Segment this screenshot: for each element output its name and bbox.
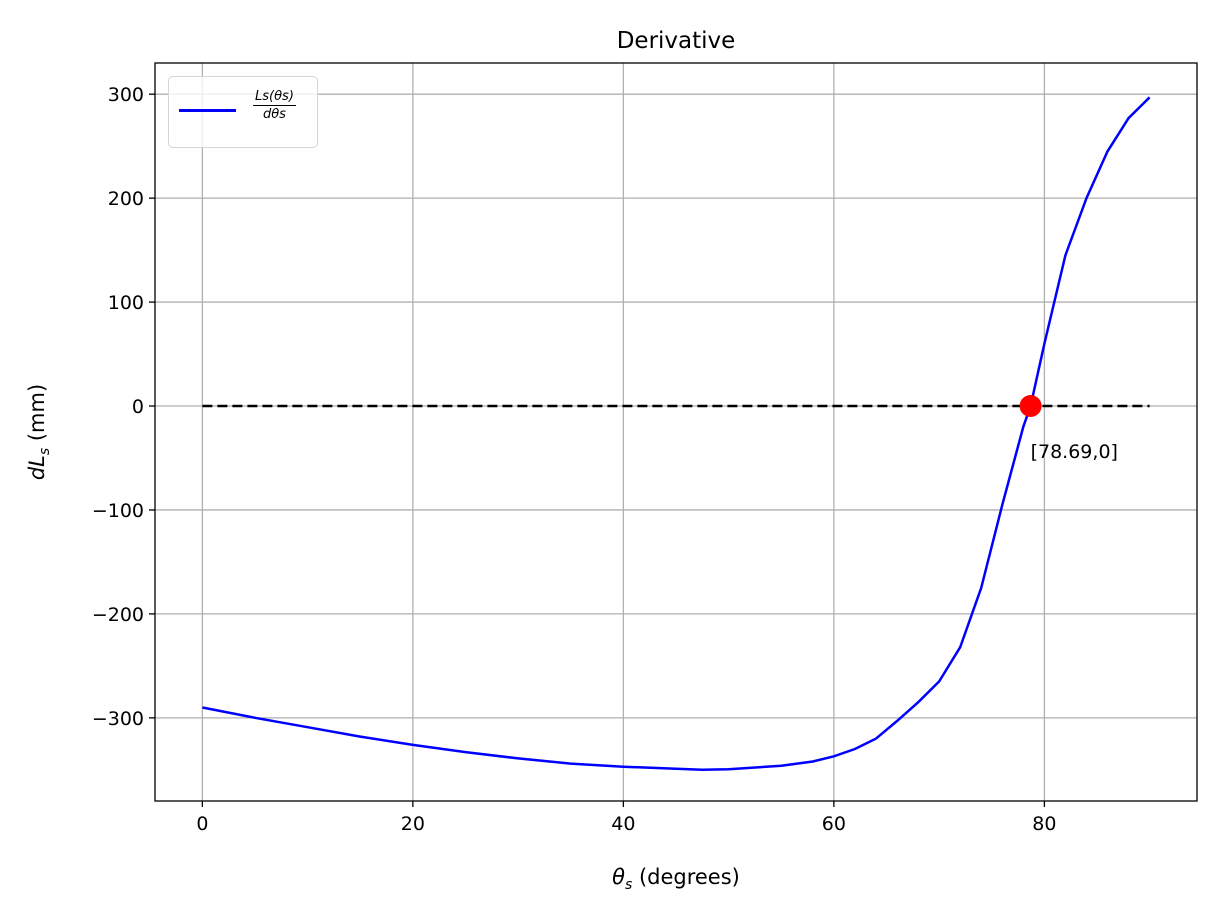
- chart-title: Derivative: [617, 28, 736, 54]
- legend: Ls(θs) dθs: [168, 76, 318, 148]
- y-tick-label: 200: [108, 188, 144, 210]
- x-tick-label: 80: [1032, 813, 1056, 835]
- x-tick-label: 0: [196, 813, 208, 835]
- zero-crossing-annotation: [78.69,0]: [1031, 441, 1118, 463]
- x-axis-label: θs (degrees): [612, 865, 740, 893]
- x-tick-label: 40: [611, 813, 635, 835]
- x-tick-label: 20: [401, 813, 425, 835]
- legend-label: Ls(θs) dθs: [253, 89, 296, 122]
- legend-denominator: dθs: [262, 107, 286, 122]
- y-tick-label: 100: [108, 292, 144, 314]
- y-axis-label: dLs (mm): [25, 384, 53, 480]
- y-tick-label: 300: [108, 84, 144, 106]
- y-tick-label: −100: [92, 500, 144, 522]
- legend-line-swatch: [179, 109, 236, 112]
- legend-numerator: Ls(θs): [253, 89, 296, 106]
- y-tick-label: 0: [132, 396, 144, 418]
- plot-frame: [154, 62, 1198, 802]
- x-tick-label: 60: [822, 813, 846, 835]
- y-tick-label: −300: [92, 708, 144, 730]
- derivative-series-line: [202, 96, 1151, 772]
- y-tick-label: −200: [92, 604, 144, 626]
- zero-crossing-marker: [1019, 395, 1042, 418]
